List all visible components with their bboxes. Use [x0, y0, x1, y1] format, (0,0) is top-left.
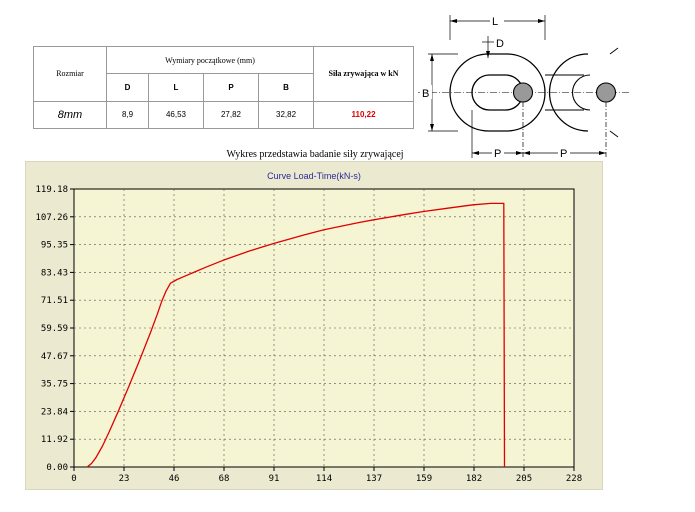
- l-value: 46,53: [148, 100, 204, 130]
- x-tick-label: 0: [71, 474, 76, 484]
- diagram-label-l: L: [492, 16, 498, 28]
- chart-caption: Wykres przedstawia badanie siły zrywając…: [226, 149, 404, 160]
- y-tick-label: 47.67: [41, 352, 68, 362]
- d-value: 8,9: [106, 100, 149, 130]
- size-header: Rozmiar: [33, 46, 107, 102]
- diagram-label-b: B: [422, 88, 429, 100]
- diagram-label-p1: P: [494, 148, 501, 160]
- diagram-label-p2: P: [560, 148, 567, 160]
- dimensions-header: Wymiary początkowe (mm): [105, 45, 315, 75]
- breaking-force-header: Siła zrywająca w kN: [313, 46, 415, 102]
- x-tick-label: 137: [366, 474, 382, 484]
- breaking-force-value: 110,22: [313, 100, 415, 130]
- series-line-0: [86, 202, 506, 468]
- x-tick-label: 159: [416, 474, 432, 484]
- y-tick-label: 83.43: [41, 268, 68, 278]
- y-tick-label: 11.92: [41, 435, 68, 445]
- table-row: 8mm 8,9 46,53 27,82 32,82 110,22: [33, 100, 415, 130]
- x-tick-label: 91: [269, 474, 280, 484]
- x-tick-label: 228: [566, 474, 582, 484]
- load-time-chart: 0 23 46 68 91 114 137 159 182 205 228 0.00 11.92 23.8…: [35, 185, 582, 484]
- y-tick-label: 0.00: [46, 463, 68, 473]
- column-d-header: D: [106, 73, 149, 102]
- spec-table: Rozmiar Wymiary początkowe (mm) Siła zry…: [33, 45, 415, 130]
- chart-panel: Curve Load-Time(kN-s) 0 23 46 68 91 114 137 159…: [25, 161, 603, 490]
- column-b-header: B: [257, 73, 315, 102]
- y-tick-label: 107.26: [35, 213, 68, 223]
- y-tick-label: 71.51: [41, 296, 68, 306]
- size-value: 8mm: [33, 100, 107, 130]
- x-tick-label: 68: [219, 474, 230, 484]
- x-tick-label: 46: [169, 474, 180, 484]
- x-tick-label: 205: [516, 474, 532, 484]
- column-p-header: P: [203, 73, 259, 102]
- x-tick-label: 182: [466, 474, 482, 484]
- chain-link-diagram: L D B P P: [418, 14, 630, 160]
- y-tick-label: 119.18: [35, 185, 68, 195]
- y-tick-label: 59.59: [41, 324, 68, 334]
- x-tick-label: 114: [316, 474, 332, 484]
- x-tick-label: 23: [119, 474, 130, 484]
- column-l-header: L: [148, 73, 204, 102]
- y-tick-label: 95.35: [41, 241, 68, 251]
- diagram-label-d: D: [496, 38, 504, 50]
- y-tick-label: 23.84: [41, 407, 68, 417]
- y-tick-label: 35.75: [41, 380, 68, 390]
- p-value: 27,82: [203, 100, 259, 130]
- chart-title: Curve Load-Time(kN-s): [267, 171, 361, 181]
- b-value: 32,82: [257, 100, 315, 130]
